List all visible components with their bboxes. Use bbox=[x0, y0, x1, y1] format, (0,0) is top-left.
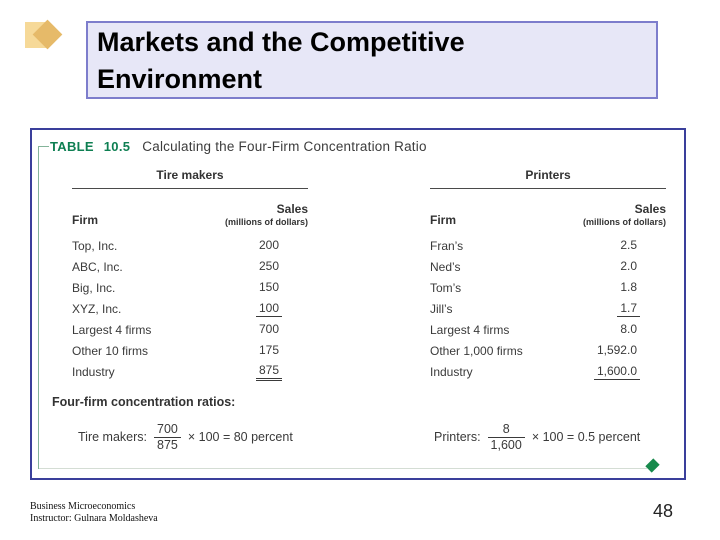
formula-label: Tire makers: bbox=[78, 430, 147, 444]
firm-name: XYZ, Inc. bbox=[72, 301, 122, 316]
sales-value: 1,592.0 bbox=[596, 343, 637, 357]
firm-name: ABC, Inc. bbox=[72, 259, 123, 274]
firm-name: Jill’s bbox=[430, 301, 453, 316]
table-row: Big, Inc. 150 bbox=[72, 277, 308, 298]
firm-name: Other 10 firms bbox=[72, 343, 149, 358]
formula-result: × 100 = 0.5 percent bbox=[531, 430, 641, 444]
formula-result: × 100 = 80 percent bbox=[187, 430, 293, 444]
sales-value: 1.8 bbox=[620, 280, 637, 294]
column-headers: Firm Sales (millions of dollars) bbox=[430, 189, 666, 227]
sales-value: 200 bbox=[258, 238, 279, 252]
firm-name: Industry bbox=[72, 364, 115, 379]
table-row: Other 10 firms 175 bbox=[72, 340, 308, 361]
firm-name: Top, Inc. bbox=[72, 238, 118, 253]
table-bracket-tick bbox=[38, 146, 49, 147]
firm-name: Industry bbox=[430, 364, 473, 379]
tire-makers-formula: Tire makers: 700 875 × 100 = 80 percent bbox=[78, 416, 293, 458]
ratios-heading: Four-firm concentration ratios: bbox=[52, 395, 236, 409]
sales-header-line2: (millions of dollars) bbox=[224, 216, 308, 227]
firm-name: Largest 4 firms bbox=[72, 322, 152, 337]
table-rows: Fran’s 2.5 Ned’s 2.0 Tom’s 1.8 Jill’s 1.7 La… bbox=[430, 235, 666, 382]
sales-value: 2.0 bbox=[620, 259, 637, 273]
sales-column-header: Sales (millions of dollars) bbox=[224, 201, 308, 227]
fraction: 700 875 bbox=[154, 422, 181, 452]
table-row: Largest 4 firms 8.0 bbox=[430, 319, 666, 340]
table-row: Ned’s 2.0 bbox=[430, 256, 666, 277]
sales-value: 250 bbox=[258, 259, 279, 273]
firm-name: Other 1,000 firms bbox=[430, 343, 523, 358]
table-caption: Calculating the Four-Firm Concentration … bbox=[142, 139, 427, 154]
group-header: Tire makers bbox=[72, 168, 308, 189]
firm-name: Tom’s bbox=[430, 280, 462, 295]
table-heading: TABLE 10.5 Calculating the Four-Firm Con… bbox=[50, 139, 427, 154]
table-row: XYZ, Inc. 100 bbox=[72, 298, 308, 319]
table-bottom-rule bbox=[39, 468, 647, 469]
firm-name: Fran’s bbox=[430, 238, 464, 253]
firm-name: Big, Inc. bbox=[72, 280, 116, 295]
fraction-numerator: 700 bbox=[157, 422, 178, 437]
title-box: Markets and the Competitive Environment bbox=[86, 21, 658, 99]
firm-name: Largest 4 firms bbox=[430, 322, 510, 337]
footer-course: Business Microeconomics bbox=[30, 501, 136, 512]
sales-value: 100 bbox=[255, 301, 282, 317]
table-rows: Top, Inc. 200 ABC, Inc. 250 Big, Inc. 150 X… bbox=[72, 235, 308, 382]
sales-value: 8.0 bbox=[620, 322, 637, 336]
fraction-numerator: 8 bbox=[502, 422, 510, 437]
table-row: Fran’s 2.5 bbox=[430, 235, 666, 256]
sales-value: 875 bbox=[255, 363, 282, 381]
sales-header-line1: Sales bbox=[634, 201, 666, 216]
sales-column-header: Sales (millions of dollars) bbox=[582, 201, 666, 227]
table-row: Industry 875 bbox=[72, 361, 308, 382]
footer-instructor: Instructor: Gulnara Moldasheva bbox=[30, 512, 158, 524]
printers-table: Printers Firm Sales (millions of dollars… bbox=[430, 168, 666, 382]
firm-column-header: Firm bbox=[72, 213, 99, 227]
page-title: Markets and the Competitive Environment bbox=[97, 27, 465, 94]
sales-value: 1,600.0 bbox=[593, 364, 640, 380]
tire-makers-table: Tire makers Firm Sales (millions of doll… bbox=[72, 168, 308, 382]
table-row: Industry 1,600.0 bbox=[430, 361, 666, 382]
diamond-icon bbox=[645, 458, 660, 473]
printers-formula: Printers: 8 1,600 × 100 = 0.5 percent bbox=[434, 416, 640, 458]
slide-footer: Business Microeconomics Instructor: Guln… bbox=[30, 501, 158, 524]
table-row: ABC, Inc. 250 bbox=[72, 256, 308, 277]
table-number-label: TABLE 10.5 bbox=[50, 139, 131, 154]
firm-name: Ned’s bbox=[430, 259, 461, 274]
fraction-denominator: 1,600 bbox=[487, 436, 525, 452]
sales-value: 1.7 bbox=[617, 301, 640, 317]
sales-value: 2.5 bbox=[620, 238, 637, 252]
table-row: Jill’s 1.7 bbox=[430, 298, 666, 319]
fraction-denominator: 875 bbox=[154, 436, 181, 452]
table-row: Top, Inc. 200 bbox=[72, 235, 308, 256]
group-header: Printers bbox=[430, 168, 666, 189]
table-bracket-line bbox=[38, 146, 39, 469]
table-row: Largest 4 firms 700 bbox=[72, 319, 308, 340]
sales-value: 175 bbox=[258, 343, 279, 357]
sales-value: 700 bbox=[258, 322, 279, 336]
sales-value: 150 bbox=[258, 280, 279, 294]
fraction: 8 1,600 bbox=[487, 422, 525, 452]
table-row: Tom’s 1.8 bbox=[430, 277, 666, 298]
sales-header-line2: (millions of dollars) bbox=[582, 216, 666, 227]
page-number: 48 bbox=[653, 501, 674, 521]
firm-column-header: Firm bbox=[430, 213, 457, 227]
table-row: Other 1,000 firms 1,592.0 bbox=[430, 340, 666, 361]
table-frame: TABLE 10.5 Calculating the Four-Firm Con… bbox=[30, 128, 686, 480]
column-headers: Firm Sales (millions of dollars) bbox=[72, 189, 308, 227]
sales-header-line1: Sales bbox=[276, 201, 308, 216]
formula-label: Printers: bbox=[434, 430, 481, 444]
